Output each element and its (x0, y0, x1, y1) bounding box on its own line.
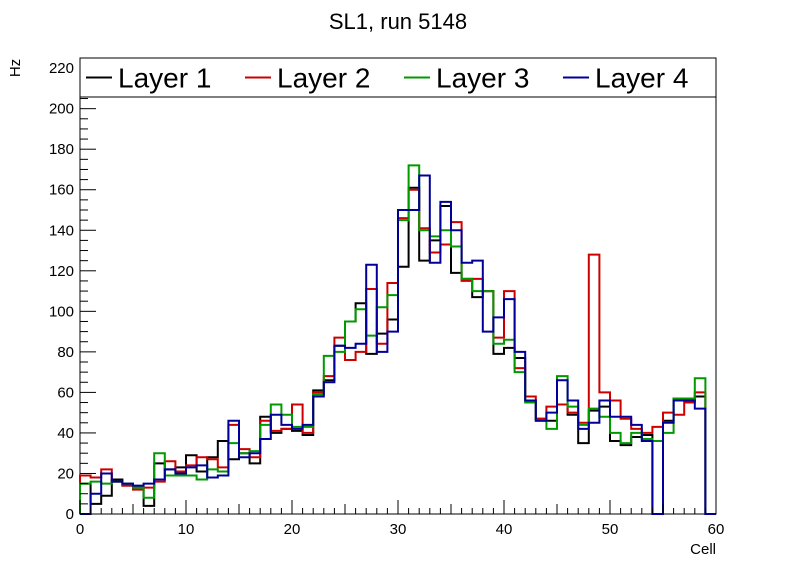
axes: 0 10 20 30 40 50 60 0 20 40 60 80 100 120 140 160 180 200… (49, 57, 725, 538)
y-tick-label: 60 (57, 384, 74, 401)
legend-label-4: Layer 4 (595, 63, 688, 94)
legend-box (79, 57, 717, 98)
legend-label-1: Layer 1 (118, 63, 211, 94)
x-tick-label: 60 (708, 521, 725, 538)
y-tick-label: 20 (57, 465, 74, 482)
y-tick-label: 140 (49, 222, 74, 239)
y-tick-label: 180 (49, 141, 74, 158)
y-tick-label: 120 (49, 263, 74, 280)
chart-title: SL1, run 5148 (329, 9, 467, 34)
x-tick-label: 40 (496, 521, 513, 538)
x-tick-label: 30 (390, 521, 407, 538)
y-axis-label: Hz (7, 59, 24, 77)
series-4-histogram (80, 174, 716, 515)
y-tick-label: 200 (49, 101, 74, 118)
x-axis-label: Cell (690, 541, 716, 558)
y-tick-label: 220 (49, 60, 74, 77)
y-tick-label: 100 (49, 303, 74, 320)
legend: Layer 1 Layer 2 Layer 3 Layer 4 (79, 57, 717, 98)
y-tick-label: 40 (57, 425, 74, 442)
legend-label-2: Layer 2 (277, 63, 370, 94)
y-tick-label: 160 (49, 182, 74, 199)
x-tick-label: 20 (284, 521, 301, 538)
x-tick-label: 0 (76, 521, 84, 538)
x-tick-label: 10 (178, 521, 195, 538)
y-tick-label: 80 (57, 344, 74, 361)
y-tick-label: 0 (66, 506, 74, 523)
legend-label-3: Layer 3 (436, 63, 529, 94)
x-tick-label: 50 (602, 521, 619, 538)
histogram-series-group (79, 164, 716, 515)
